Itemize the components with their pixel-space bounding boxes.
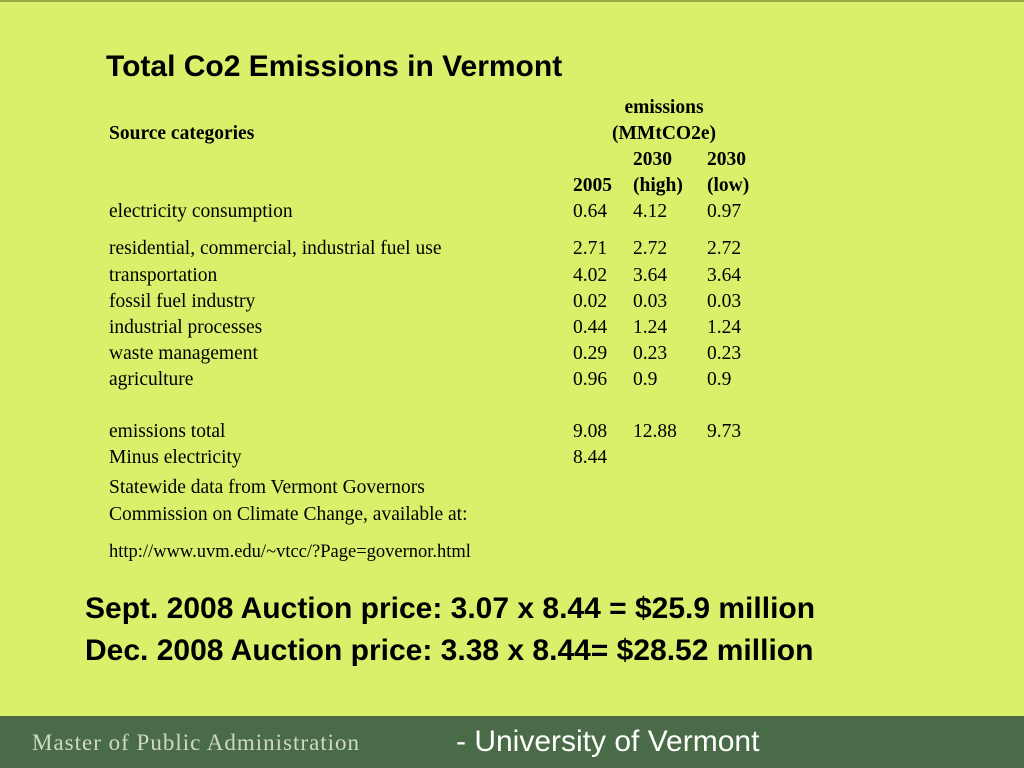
row-value-2005: 0.64	[573, 201, 608, 222]
row-value-2030-low: 3.64	[707, 265, 742, 286]
source-url[interactable]: http://www.uvm.edu/~vtcc/?Page=governor.…	[109, 542, 471, 562]
sept-auction-line: Sept. 2008 Auction price: 3.07 x 8.44 = …	[85, 592, 816, 625]
total-label: emissions total	[109, 421, 226, 442]
footer-bar: Master of Public Administration - Univer…	[0, 716, 1024, 768]
row-value-2030-low: 0.23	[707, 343, 742, 364]
minus-electricity-value: 8.44	[573, 447, 608, 468]
footer-university-name: - University of Vermont	[456, 725, 760, 758]
slide-title: Total Co2 Emissions in Vermont	[106, 50, 563, 83]
row-value-2030-high: 0.03	[633, 291, 668, 312]
total-value-2030-high: 12.88	[633, 421, 677, 442]
footer-program-name: Master of Public Administration	[32, 730, 361, 755]
row-label: residential, commercial, industrial fuel…	[109, 238, 442, 259]
row-value-2005: 0.02	[573, 291, 608, 312]
col-2030-low-line1: 2030	[707, 149, 746, 170]
total-value-2030-low: 9.73	[707, 421, 742, 442]
row-value-2030-high: 0.23	[633, 343, 668, 364]
minus-electricity-label: Minus electricity	[109, 447, 242, 468]
source-categories-header: Source categories	[109, 123, 255, 144]
source-note-line2: Commission on Climate Change, available …	[109, 504, 468, 525]
col-2030-high-line2: (high)	[633, 175, 683, 196]
col-2030-high-line1: 2030	[633, 149, 672, 170]
col-2030-low-line2: (low)	[707, 175, 750, 196]
row-value-2030-high: 0.9	[633, 369, 658, 390]
row-value-2030-low: 2.72	[707, 238, 742, 259]
row-value-2030-low: 0.03	[707, 291, 742, 312]
col-2005-header: 2005	[573, 175, 612, 196]
row-value-2005: 0.29	[573, 343, 608, 364]
row-value-2030-high: 1.24	[633, 317, 668, 338]
source-note-line1: Statewide data from Vermont Governors	[109, 477, 425, 498]
row-value-2005: 0.96	[573, 369, 608, 390]
emissions-header-line2: (MMtCO2e)	[612, 123, 716, 144]
row-value-2005: 0.44	[573, 317, 608, 338]
row-value-2030-low: 1.24	[707, 317, 742, 338]
row-label: transportation	[109, 265, 218, 286]
row-value-2030-high: 3.64	[633, 265, 668, 286]
row-label: industrial processes	[109, 317, 263, 338]
total-value-2005: 9.08	[573, 421, 608, 442]
row-value-2030-high: 4.12	[633, 201, 668, 222]
row-value-2005: 2.71	[573, 238, 608, 259]
dec-auction-line: Dec. 2008 Auction price: 3.38 x 8.44= $2…	[85, 634, 814, 667]
row-value-2030-low: 0.97	[707, 201, 742, 222]
row-label: fossil fuel industry	[109, 291, 256, 312]
row-label: waste management	[109, 343, 258, 364]
row-value-2030-high: 2.72	[633, 238, 668, 259]
row-label: electricity consumption	[109, 201, 293, 222]
row-value-2005: 4.02	[573, 265, 608, 286]
row-value-2030-low: 0.9	[707, 369, 732, 390]
top-rule	[0, 0, 1024, 2]
emissions-header-line1: emissions	[624, 97, 704, 118]
row-label: agriculture	[109, 369, 194, 390]
